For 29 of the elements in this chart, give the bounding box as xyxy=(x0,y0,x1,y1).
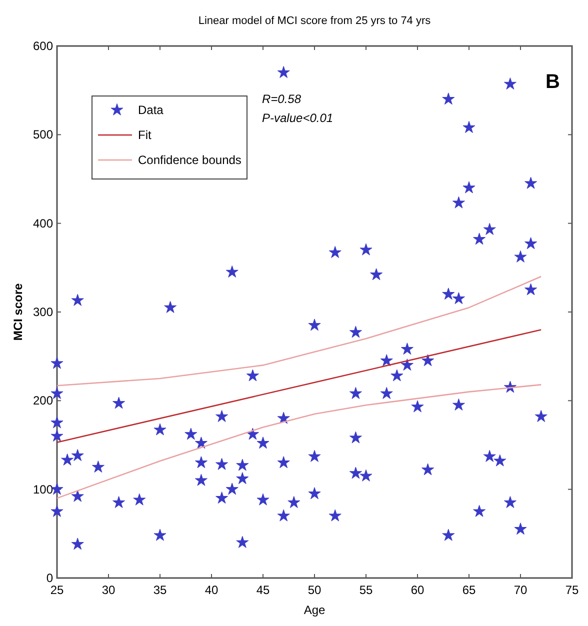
x-tick-label: 65 xyxy=(462,583,476,597)
line-series xyxy=(56,384,542,499)
legend-label: Data xyxy=(138,103,164,117)
annotation: P-value<0.01 xyxy=(262,111,334,125)
x-tick-label: 70 xyxy=(514,583,528,597)
y-tick-label: 200 xyxy=(32,394,54,408)
x-tick-label: 55 xyxy=(359,583,373,597)
y-tick-label: 0 xyxy=(46,571,54,585)
x-axis-title: Age xyxy=(304,603,326,617)
y-tick-label: 600 xyxy=(32,39,54,53)
x-tick-label: 75 xyxy=(565,583,579,597)
x-tick-label: 45 xyxy=(256,583,270,597)
x-tick-label: 60 xyxy=(410,583,424,597)
line-series xyxy=(56,276,542,386)
x-tick-label: 50 xyxy=(308,583,322,597)
x-tick-label: 30 xyxy=(102,583,116,597)
legend-label: Confidence bounds xyxy=(138,153,242,167)
y-axis-title: MCI score xyxy=(11,283,25,341)
y-tick-label: 500 xyxy=(32,128,54,142)
y-tick-label: 400 xyxy=(32,216,54,230)
x-tick-label: 35 xyxy=(153,583,167,597)
legend-label: Fit xyxy=(138,128,152,142)
x-tick-label: 40 xyxy=(204,583,218,597)
x-tick-label: 25 xyxy=(50,583,64,597)
y-tick-label: 100 xyxy=(32,482,54,496)
annotation: R=0.58 xyxy=(262,92,302,106)
chart-title: Linear model of MCI score from 25 yrs to 74 yrs xyxy=(198,15,432,27)
annotation: B xyxy=(546,71,560,93)
y-tick-label: 300 xyxy=(32,305,54,319)
